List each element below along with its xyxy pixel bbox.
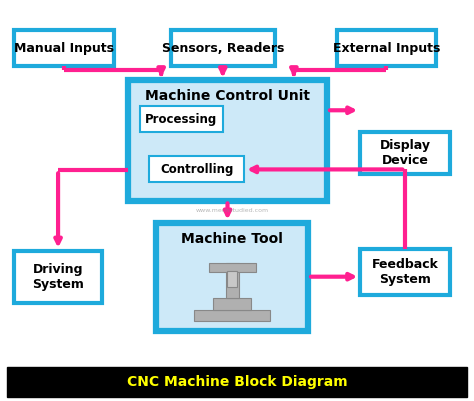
- Text: Machine Tool: Machine Tool: [182, 232, 283, 245]
- FancyBboxPatch shape: [14, 30, 114, 66]
- Text: CNC Machine Block Diagram: CNC Machine Block Diagram: [127, 375, 347, 389]
- Text: www.mechstudied.com: www.mechstudied.com: [196, 208, 269, 213]
- Bar: [227, 271, 237, 287]
- Text: Driving
System: Driving System: [32, 263, 84, 291]
- Bar: [194, 310, 270, 321]
- Text: Processing: Processing: [145, 113, 218, 126]
- Text: Manual Inputs: Manual Inputs: [14, 42, 114, 55]
- Text: Feedback
System: Feedback System: [372, 258, 439, 286]
- Text: External Inputs: External Inputs: [333, 42, 440, 55]
- Text: Controlling: Controlling: [160, 163, 233, 176]
- FancyBboxPatch shape: [128, 80, 327, 200]
- FancyBboxPatch shape: [171, 30, 275, 66]
- FancyBboxPatch shape: [156, 223, 308, 331]
- Bar: [226, 263, 239, 298]
- Bar: [213, 298, 251, 310]
- FancyBboxPatch shape: [360, 249, 450, 295]
- FancyBboxPatch shape: [14, 251, 102, 303]
- FancyBboxPatch shape: [7, 367, 467, 397]
- FancyBboxPatch shape: [360, 132, 450, 174]
- Bar: [209, 263, 256, 272]
- Text: Sensors, Readers: Sensors, Readers: [162, 42, 284, 55]
- FancyBboxPatch shape: [140, 106, 223, 132]
- Text: Machine Control Unit: Machine Control Unit: [145, 89, 310, 103]
- FancyBboxPatch shape: [149, 156, 244, 182]
- FancyBboxPatch shape: [337, 30, 436, 66]
- Text: Display
Device: Display Device: [380, 140, 431, 167]
